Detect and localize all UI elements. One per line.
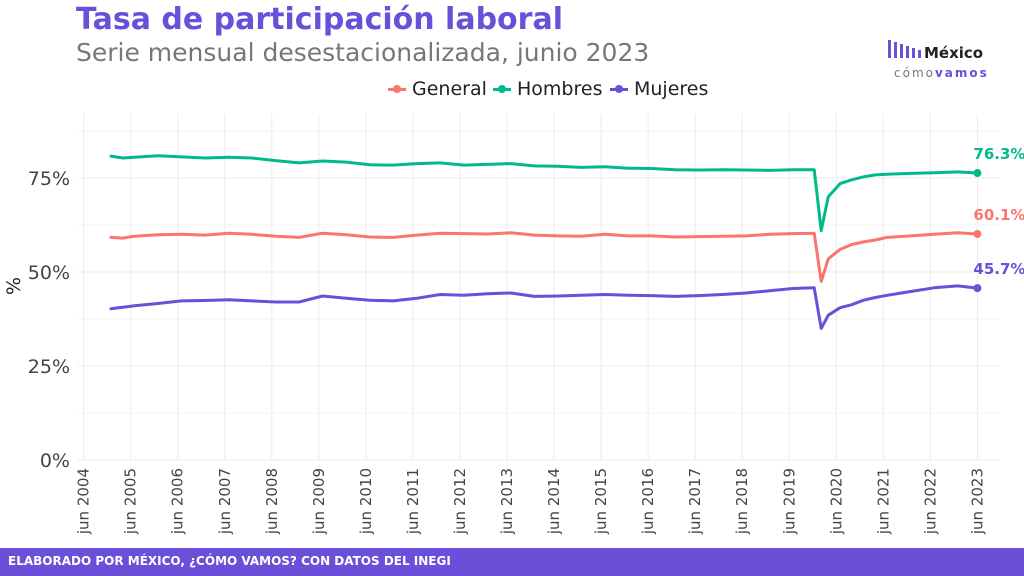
series-endpoint-mujeres	[973, 284, 982, 293]
logo-tagline: cómovamos	[894, 66, 989, 80]
x-tick-label: jun 2006	[169, 468, 187, 535]
legend-label-general: General	[412, 78, 487, 100]
logo-tag-como: cómo	[894, 66, 935, 80]
legend-item-general: General	[388, 78, 487, 100]
series-line-general	[109, 231, 979, 283]
legend: General Hombres Mujeres	[0, 78, 1024, 104]
footer-bar: ELABORADO POR MÉXICO, ¿CÓMO VAMOS? CON D…	[0, 548, 1024, 576]
chart-subtitle: Serie mensual desestacionalizada, junio …	[76, 38, 650, 67]
x-tick-label: jun 2004	[75, 468, 93, 535]
x-tick-label: jun 2016	[639, 468, 657, 535]
footer-credit: ELABORADO POR MÉXICO, ¿CÓMO VAMOS? CON D…	[8, 554, 451, 568]
x-tick-label: jun 2012	[451, 468, 469, 535]
y-tick-label: 0%	[40, 450, 70, 472]
legend-item-mujeres: Mujeres	[610, 78, 708, 100]
legend-item-hombres: Hombres	[493, 78, 602, 100]
legend-label-mujeres: Mujeres	[634, 78, 709, 100]
x-tick-label: jun 2022	[921, 468, 939, 535]
x-tick-label: jun 2020	[827, 468, 845, 535]
y-tick-label: 50%	[28, 262, 70, 284]
series-line-hombres	[109, 154, 979, 233]
y-tick-label: 75%	[28, 168, 70, 190]
x-tick-label: jun 2005	[122, 468, 140, 535]
x-tick-label: jun 2017	[686, 468, 704, 535]
logo-tag-vamos: vamos	[934, 66, 989, 80]
y-axis-label: %	[3, 277, 25, 295]
legend-key-hombres	[493, 84, 511, 94]
line-chart: 0% 25% 50% 75%% jun 2004 jun 2005 jun 2006 jun …	[3, 114, 1024, 535]
legend-label-hombres: Hombres	[517, 78, 603, 100]
series-line-mujeres	[109, 284, 979, 330]
end-label-hombres: 76.3%	[973, 145, 1024, 163]
x-tick-label: jun 2008	[263, 468, 281, 535]
x-tick-label: jun 2013	[498, 468, 516, 535]
x-tick-label: jun 2015	[592, 468, 610, 535]
x-tick-label: jun 2018	[733, 468, 751, 535]
logo-bars-icon	[888, 22, 932, 58]
x-tick-label: jun 2023	[968, 468, 986, 535]
x-tick-label: jun 2010	[357, 468, 375, 535]
x-tick-label: jun 2011	[404, 468, 422, 535]
x-tick-label: jun 2014	[545, 468, 563, 535]
mexico-como-vamos-logo: México cómovamos	[888, 22, 1008, 82]
end-label-general: 60.1%	[973, 206, 1024, 224]
x-tick-label: jun 2021	[874, 468, 892, 535]
series-endpoint-hombres	[973, 169, 982, 178]
legend-key-general	[388, 84, 406, 94]
end-label-mujeres: 45.7%	[973, 260, 1024, 278]
logo-name: México	[924, 44, 984, 62]
y-tick-label: 25%	[28, 356, 70, 378]
x-tick-label: jun 2019	[780, 468, 798, 535]
x-tick-label: jun 2007	[216, 468, 234, 535]
legend-key-mujeres	[610, 84, 628, 94]
series-endpoint-general	[973, 229, 982, 238]
chart-title: Tasa de participación laboral	[76, 2, 563, 37]
x-tick-label: jun 2009	[310, 468, 328, 535]
